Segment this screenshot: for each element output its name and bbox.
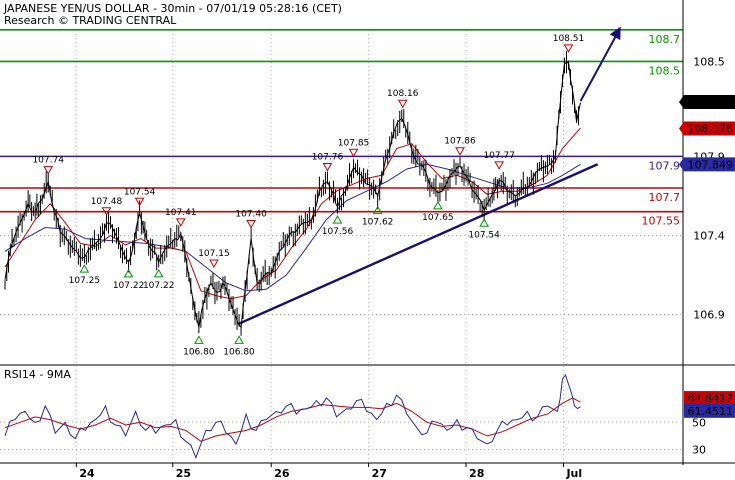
rsi-value-tag-bg [684, 403, 735, 418]
swing-low-label: 107.25 [69, 276, 101, 286]
swing-high-marker [43, 166, 54, 175]
swing-high-label: 107.77 [483, 151, 515, 161]
ma-fast-tag-bg [679, 121, 735, 136]
rsi-ma-tag-bg [684, 391, 735, 406]
swing-high-marker [397, 99, 408, 109]
swing-low-label: 106.80 [223, 347, 255, 357]
swing-low-label: 107.56 [322, 227, 354, 237]
swing-low-marker [234, 335, 244, 344]
swing-low-marker [372, 205, 383, 215]
chart-subtitle: Research © TRADING CENTRAL [4, 14, 177, 27]
rsi-tick-label: 50 [692, 416, 706, 429]
swing-high-label: 107.40 [235, 209, 267, 219]
swing-high-label: 107.54 [124, 187, 156, 197]
swing-high-label: 107.74 [32, 156, 64, 166]
swing-high-label: 108.16 [387, 89, 419, 99]
x-tick-label: 24 [79, 467, 95, 480]
swing-high-label: 107.85 [338, 138, 370, 148]
annotations-layer: 107.74 107.25 107.48 107.22 107.54 107.22 107.… [32, 26, 621, 357]
y-tick-label: 108.5 [693, 55, 725, 68]
y-tick-label: 107.4 [693, 229, 725, 242]
swing-high-label: 108.51 [553, 34, 585, 44]
swing-high-label: 107.76 [312, 153, 344, 163]
swing-low-marker [153, 268, 164, 278]
swing-low-marker [433, 200, 443, 210]
rsi-tick-label: 30 [692, 443, 706, 456]
ma-fast-tag-label: 108.076 [688, 123, 734, 136]
swing-low-label: 107.54 [468, 230, 500, 240]
ma-slow-tag-bg [679, 157, 735, 172]
grid-layer [0, 30, 683, 463]
swing-high-marker [322, 163, 333, 172]
swing-high-marker [563, 44, 574, 53]
swing-low-label: 107.22 [143, 281, 175, 291]
y-tick-label: 106.9 [693, 309, 725, 322]
swing-high-label: 107.15 [198, 249, 230, 259]
x-tick-label: 28 [469, 467, 484, 480]
swing-high-marker [101, 207, 112, 216]
x-tick-label: Jul [565, 467, 582, 480]
current-price-tag-label: 108.244 [688, 96, 734, 109]
swing-low-marker [194, 335, 204, 344]
swing-low-label: 106.80 [183, 347, 215, 357]
level-label: 107.9 [649, 159, 681, 172]
swing-low-label: 107.62 [362, 218, 394, 228]
swing-high-label: 107.41 [165, 208, 197, 218]
swing-low-marker [479, 218, 489, 227]
swing-high-marker [134, 197, 145, 207]
swing-high-label: 107.86 [444, 137, 476, 147]
rsi-value-tag-label: 61.4511 [688, 405, 734, 418]
x-tick-label: 25 [176, 467, 191, 480]
target-arrow-head [609, 26, 621, 41]
current-price-tag-bg [679, 94, 735, 109]
level-label: 108.7 [649, 33, 681, 46]
rsi-ma-line [4, 397, 581, 442]
swing-high-label: 107.48 [91, 197, 123, 207]
swing-high-marker [494, 161, 505, 170]
swing-low-label: 107.22 [113, 281, 145, 291]
swing-low-marker [79, 264, 90, 273]
swing-high-marker [175, 218, 186, 227]
price-line [4, 60, 581, 329]
indicator-title: RSI14 - 9MA [4, 368, 71, 381]
x-tick-label: 26 [274, 467, 290, 480]
level-label: 107.7 [649, 191, 681, 204]
swing-high-marker [246, 219, 256, 229]
chart-title: JAPANESE YEN/US DOLLAR - 30min - 07/01/1… [3, 2, 342, 15]
levels-layer: 108.7 108.5 107.9 107.7 107.55 [0, 29, 683, 326]
swing-low-label: 107.65 [422, 213, 454, 223]
trendline [237, 163, 599, 326]
ma-slow-line [4, 163, 581, 292]
rsi-ma-tag-label: 64.8417 [688, 392, 734, 405]
rsi-line [4, 373, 581, 459]
x-tick-label: 27 [372, 467, 387, 480]
swing-low-marker [123, 268, 134, 278]
level-label: 107.55 [642, 215, 681, 228]
series-layer [4, 51, 581, 459]
level-label: 108.5 [649, 64, 681, 77]
ma-slow-tag-label: 107.849 [688, 158, 734, 171]
swing-low-marker [332, 215, 343, 224]
swing-high-marker [209, 259, 219, 269]
swing-high-marker [348, 148, 359, 158]
target-arrow-shaft [579, 32, 619, 102]
swing-high-marker [455, 147, 465, 156]
